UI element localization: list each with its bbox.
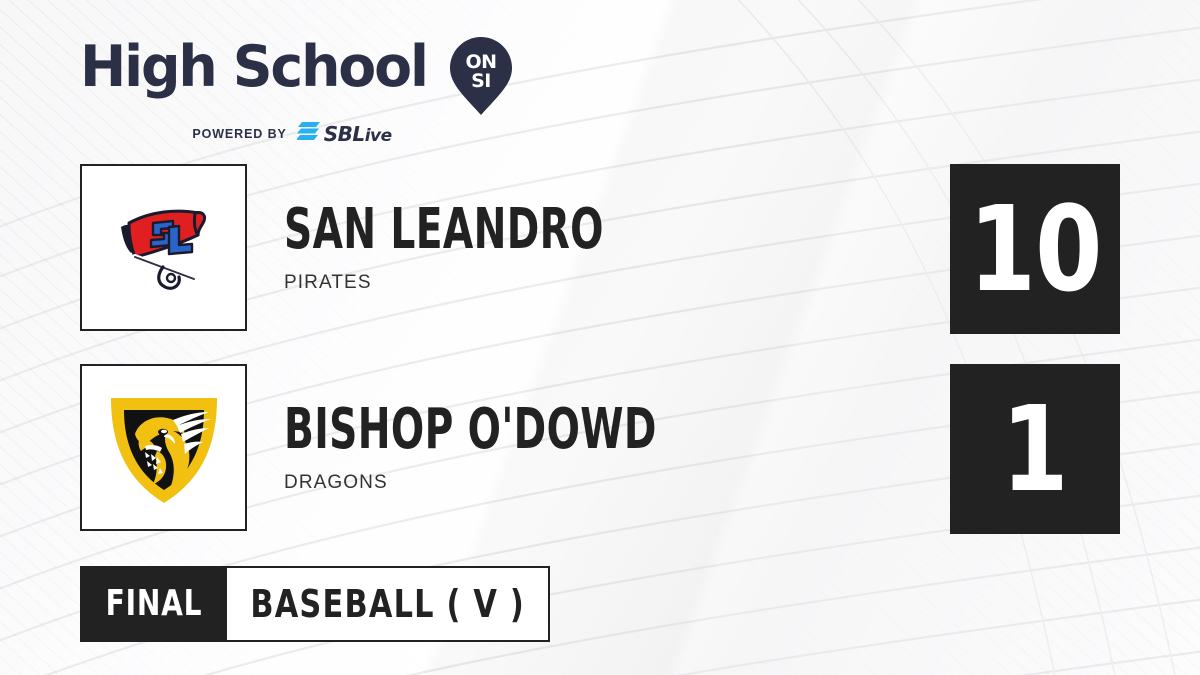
team-text-block: SAN LEANDRO PIRATES <box>284 164 741 331</box>
powered-by-label: POWERED BY <box>192 126 287 141</box>
sblive-s-mark-icon <box>295 121 321 146</box>
team-mascot: DRAGONS <box>284 471 388 493</box>
sport-label: BASEBALL ( V ) <box>250 582 525 626</box>
on-si-pin-icon: ON SI <box>449 37 512 115</box>
powered-by-row: POWERED BY SBLive <box>102 121 482 146</box>
team-name: SAN LEANDRO <box>284 196 604 262</box>
svg-text:SI: SI <box>471 70 491 92</box>
brand-header: High School ON SI POWERED BY <box>80 34 520 146</box>
dragon-shield-logo-icon <box>105 388 223 508</box>
team-logo-box <box>80 364 247 531</box>
team-text-block: BISHOP O'DOWD DRAGONS <box>284 364 816 531</box>
team-mascot: PIRATES <box>284 271 372 293</box>
sblive-wordmark: SBLive <box>324 122 392 146</box>
pirate-flag-logo-icon <box>99 183 229 313</box>
sport-label-box: BASEBALL ( V ) <box>227 566 550 642</box>
status-bar: FINAL BASEBALL ( V ) <box>80 566 550 642</box>
team-row: BISHOP O'DOWD DRAGONS 1 <box>0 364 1200 536</box>
team-name: BISHOP O'DOWD <box>284 396 657 462</box>
brand-wordmark: High School <box>80 34 429 100</box>
svg-text:ON: ON <box>465 51 496 73</box>
team-row: SAN LEANDRO PIRATES 10 <box>0 164 1200 336</box>
sblive-logo: SBLive <box>295 121 392 146</box>
team-score-box: 10 <box>950 164 1120 334</box>
team-score: 10 <box>968 180 1102 318</box>
team-score: 1 <box>1001 380 1069 518</box>
game-status-badge: FINAL <box>80 566 227 642</box>
team-logo-box <box>80 164 247 331</box>
team-score-box: 1 <box>950 364 1120 534</box>
sblive-upper: SBL <box>323 121 365 146</box>
game-status-label: FINAL <box>105 583 202 624</box>
sblive-lower: ive <box>364 125 392 146</box>
